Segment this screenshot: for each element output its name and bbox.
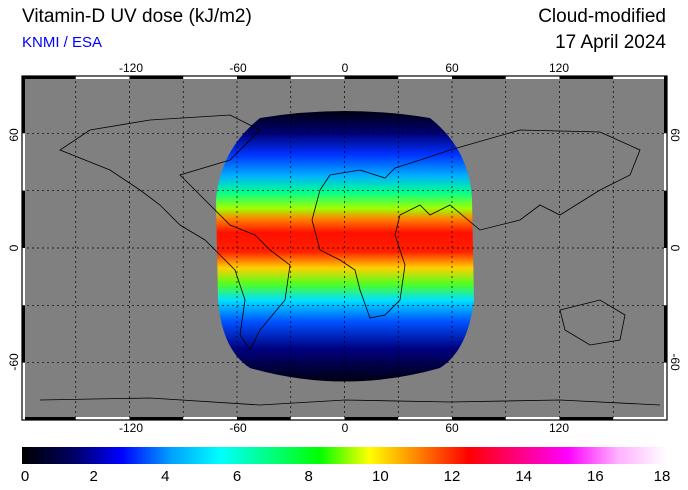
- lon-tick-segment: [398, 76, 452, 79]
- date-label: 17 April 2024: [555, 32, 666, 53]
- colorbar-tick-label: 14: [515, 468, 532, 485]
- lat-label-left: -60: [7, 353, 21, 371]
- lon-label-top: 0: [342, 61, 349, 75]
- colorbar-tick-label: 0: [21, 468, 29, 485]
- colorbar-tick-label: 12: [444, 468, 461, 485]
- lon-label-bottom: -120: [119, 421, 143, 435]
- graticule: [22, 76, 667, 420]
- lon-tick-segment: [22, 417, 76, 420]
- colorbar-tick-label: 10: [372, 468, 389, 485]
- lon-label-bottom: -60: [229, 421, 247, 435]
- lon-tick-segment: [290, 76, 345, 79]
- map-title: Vitamin-D UV dose (kJ/m2): [22, 6, 252, 27]
- colorbar-tick-label: 18: [654, 468, 671, 485]
- lon-tick-segment: [75, 417, 130, 420]
- lon-tick-segment: [237, 76, 291, 79]
- lat-tick-segment: [664, 305, 667, 363]
- lat-tick-segment: [664, 190, 667, 248]
- lon-label-top: 60: [445, 61, 459, 75]
- lat-tick-segment: [22, 362, 25, 420]
- lon-label-top: -60: [229, 61, 247, 75]
- colorbar-tick-label: 4: [161, 468, 169, 485]
- lat-tick-segment: [664, 133, 667, 191]
- lat-tick-segment: [664, 76, 667, 134]
- uv-dose-field: [216, 111, 474, 382]
- lat-tick-segment: [22, 76, 25, 134]
- lon-tick-segment: [75, 76, 130, 79]
- lat-label-right: -60: [668, 353, 682, 371]
- lon-tick-segment: [559, 76, 614, 79]
- lat-label-right: 60: [668, 128, 682, 142]
- lon-label-bottom: 120: [549, 421, 569, 435]
- map-frame: [21, 75, 668, 421]
- lon-label-top: 120: [549, 61, 569, 75]
- lon-tick-segment: [344, 417, 399, 420]
- colorbar-tick-label: 8: [304, 468, 312, 485]
- lon-tick-segment: [129, 76, 184, 79]
- lon-tick-segment: [129, 417, 184, 420]
- lon-label-top: -120: [119, 61, 143, 75]
- colorbar-labels: 0 2 4 6 8 10 12 14 16 18: [21, 468, 671, 485]
- lon-tick-segment: [505, 417, 560, 420]
- lat-tick-segment: [22, 305, 25, 363]
- lon-tick-segment: [344, 76, 399, 79]
- lat-tick-segment: [664, 248, 667, 306]
- lon-tick-segment: [398, 417, 452, 420]
- lon-label-bottom: 0: [342, 421, 349, 435]
- coastlines: [39, 114, 661, 406]
- axis-tick-bars: [22, 76, 667, 420]
- mode-label: Cloud-modified: [538, 6, 666, 27]
- colorbar-tick-label: 6: [233, 468, 241, 485]
- lat-tick-segment: [22, 133, 25, 191]
- lon-tick-segment: [183, 76, 237, 79]
- lon-tick-segment: [505, 76, 560, 79]
- lon-tick-segment: [452, 76, 506, 79]
- lon-tick-segment: [613, 417, 667, 420]
- lat-tick-segment: [664, 362, 667, 420]
- lon-tick-segment: [452, 417, 506, 420]
- lon-tick-segment: [613, 76, 667, 79]
- lat-label-left: 60: [7, 128, 21, 142]
- colorbar: [22, 447, 667, 464]
- lon-tick-segment: [22, 76, 76, 79]
- lon-tick-segment: [559, 417, 614, 420]
- credit-label: KNMI / ESA: [22, 34, 103, 51]
- lat-tick-segment: [22, 248, 25, 306]
- lat-label-right: 0: [668, 245, 682, 252]
- lat-label-left: 0: [7, 244, 21, 251]
- colorbar-tick-label: 16: [587, 468, 604, 485]
- lon-tick-segment: [237, 417, 291, 420]
- lon-tick-segment: [183, 417, 237, 420]
- colorbar-tick-label: 2: [89, 468, 97, 485]
- lat-tick-segment: [22, 190, 25, 248]
- lon-tick-segment: [290, 417, 345, 420]
- lon-label-bottom: 60: [445, 421, 459, 435]
